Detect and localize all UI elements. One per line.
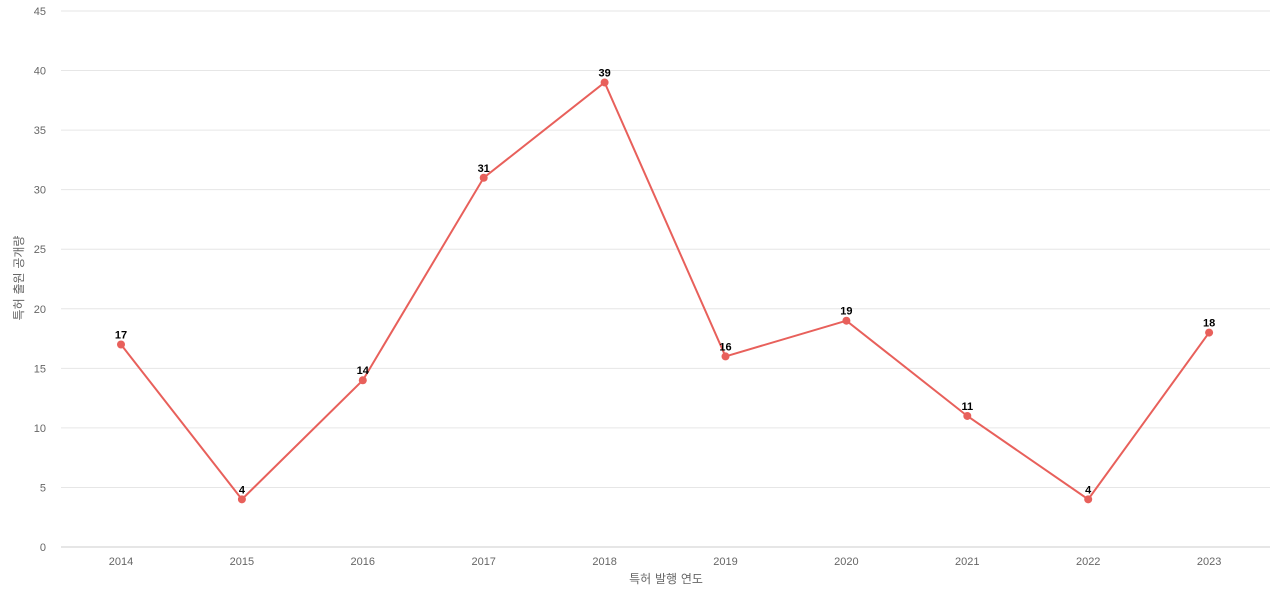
data-point <box>963 411 972 420</box>
y-tick-label: 0 <box>40 542 46 554</box>
data-label: 14 <box>357 365 370 377</box>
y-tick-label: 20 <box>34 304 46 316</box>
y-tick-label: 30 <box>34 185 46 197</box>
y-tick-label: 40 <box>34 66 46 78</box>
x-tick-label: 2018 <box>592 556 616 568</box>
y-tick-label: 15 <box>34 363 46 375</box>
x-tick-label: 2016 <box>351 556 375 568</box>
x-tick-label: 2023 <box>1197 556 1221 568</box>
data-label: 11 <box>961 401 973 413</box>
data-point <box>479 173 488 182</box>
data-point <box>721 352 730 361</box>
data-label: 19 <box>840 306 852 318</box>
x-tick-label: 2019 <box>713 556 737 568</box>
data-label: 18 <box>1203 318 1215 330</box>
y-tick-label: 35 <box>34 125 46 137</box>
x-axis-ticks: 2014 2015 2016 2017 2018 2019 2020 2021 2022 2023 <box>109 556 1222 568</box>
x-tick-label: 2017 <box>471 556 495 568</box>
y-tick-label: 45 <box>34 6 46 18</box>
y-tick-label: 5 <box>40 482 46 494</box>
data-point <box>842 316 851 325</box>
data-point <box>600 78 609 87</box>
gridlines <box>61 10 1270 548</box>
y-axis-title: 특허 출원 공개량 <box>12 236 26 321</box>
data-label: 39 <box>598 67 610 79</box>
series-line <box>120 80 1210 501</box>
x-tick-label: 2014 <box>109 556 133 568</box>
data-point <box>1205 328 1214 337</box>
data-points <box>117 78 1214 504</box>
x-tick-label: 2015 <box>230 556 254 568</box>
data-label: 31 <box>478 163 490 175</box>
y-tick-label: 10 <box>34 423 46 435</box>
data-label: 4 <box>1085 484 1092 496</box>
x-tick-label: 2020 <box>834 556 858 568</box>
y-tick-label: 25 <box>34 244 46 256</box>
x-tick-label: 2022 <box>1076 556 1100 568</box>
data-point <box>237 495 246 504</box>
data-labels: 17 4 14 31 39 16 19 11 4 18 <box>115 67 1215 496</box>
x-axis-title: 특허 발행 연도 <box>629 571 703 586</box>
x-tick-label: 2021 <box>955 556 979 568</box>
y-axis-ticks: 0 5 10 15 20 25 30 35 40 45 <box>34 6 46 554</box>
data-point <box>117 340 125 349</box>
data-label: 16 <box>719 341 731 353</box>
data-point <box>1084 495 1093 504</box>
data-label: 17 <box>115 330 127 342</box>
data-point <box>358 376 367 385</box>
data-label: 4 <box>239 484 246 496</box>
